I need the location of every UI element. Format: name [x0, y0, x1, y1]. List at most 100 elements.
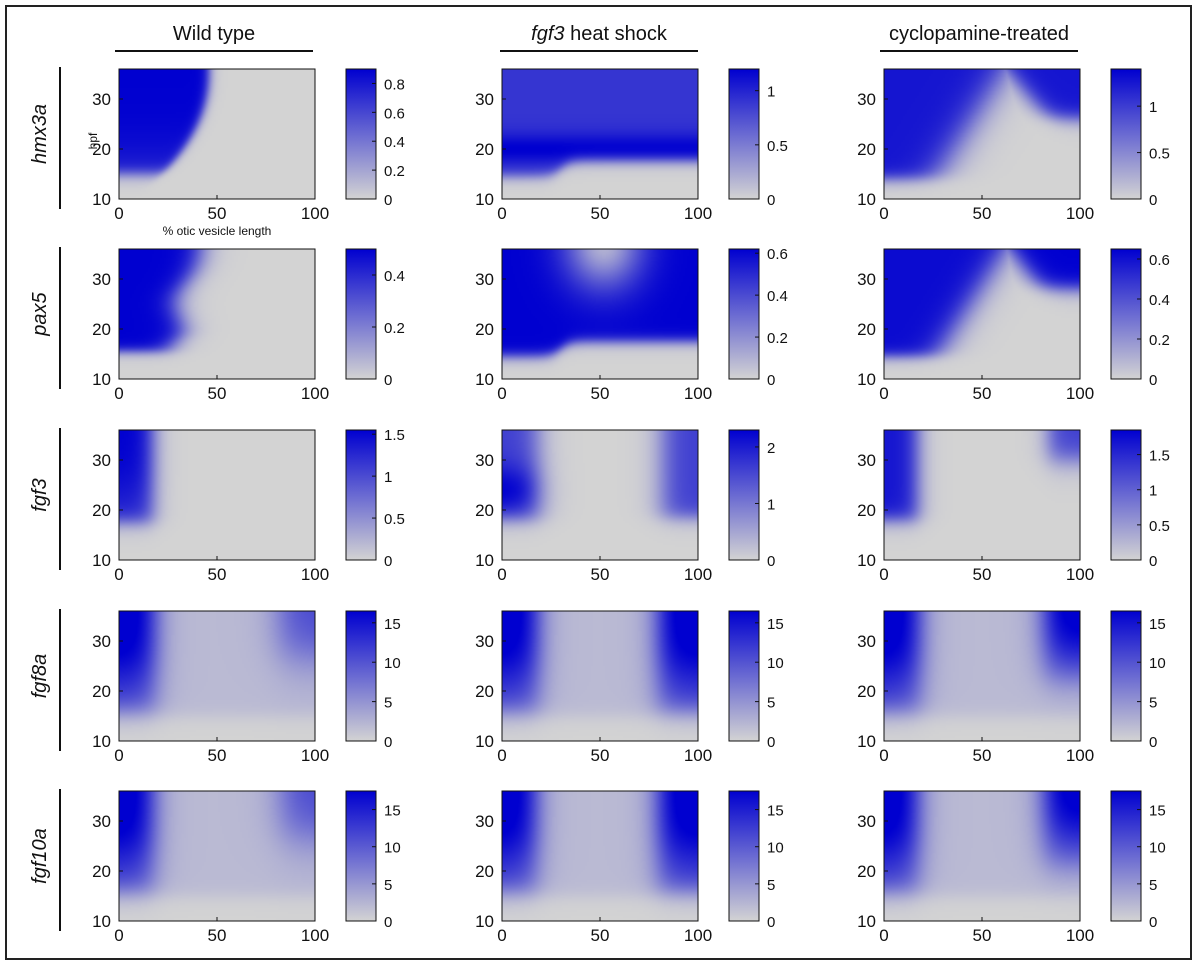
heatmap-image	[502, 69, 698, 199]
colorbar-tick-label: 0.6	[1149, 252, 1170, 269]
x-tick-label: 100	[1066, 384, 1094, 403]
x-tick-label: 100	[684, 384, 712, 403]
colorbar-tick-label: 2	[767, 440, 775, 457]
y-tick-label: 10	[857, 732, 876, 751]
x-tick-label: 50	[208, 565, 227, 584]
colorbar-tick-label: 0.8	[384, 76, 405, 93]
colorbar-tick-label: 0	[1149, 914, 1157, 931]
colorbar: 0 0.5 1 1.5	[345, 427, 405, 570]
colorbar-gradient	[1110, 68, 1142, 200]
y-tick-label: 20	[857, 140, 876, 159]
colorbar-tick-label: 1	[384, 469, 392, 486]
panel-pax5-1: 0 50 100 10 20 30 0 0.2 0.4 0.6	[475, 246, 788, 403]
x-tick-label: 100	[684, 746, 712, 765]
colorbar-tick-label: 5	[384, 695, 392, 712]
x-tick-label: 50	[208, 384, 227, 403]
colorbar-tick-label: 0.2	[1149, 332, 1170, 349]
panel-hmx3a-0: 0 50 100 10 20 30 % otic vesicle length hpf 0 0.2…	[86, 68, 405, 238]
row-header-1: pax5	[29, 247, 61, 389]
colorbar-tick-label: 5	[384, 877, 392, 894]
y-tick-label: 30	[857, 451, 876, 470]
x-tick-label: 0	[497, 746, 506, 765]
x-axis-label: % otic vesicle length	[163, 224, 272, 238]
x-tick-label: 50	[973, 204, 992, 223]
y-tick-label: 10	[92, 190, 111, 209]
colorbar: 0 0.2 0.4 0.6	[1110, 248, 1170, 389]
colorbar: 0 5 10 15	[728, 610, 784, 751]
heatmap-image	[502, 791, 698, 921]
colorbar-tick-label: 0	[384, 734, 392, 751]
y-tick-label: 20	[475, 140, 494, 159]
colorbar-tick-label: 1	[1149, 483, 1157, 500]
y-axis-label: hpf	[86, 132, 100, 149]
row-label: hmx3a	[29, 104, 51, 164]
colorbar-gradient	[345, 68, 377, 200]
colorbar-tick-label: 0	[767, 192, 775, 209]
x-tick-label: 0	[114, 204, 123, 223]
x-tick-label: 100	[301, 384, 329, 403]
x-tick-label: 100	[684, 926, 712, 945]
colorbar: 00.51	[728, 68, 788, 209]
y-tick-label: 10	[475, 190, 494, 209]
colorbar-tick-label: 15	[767, 803, 784, 820]
x-tick-label: 0	[497, 384, 506, 403]
x-tick-label: 0	[114, 926, 123, 945]
colorbar: 0 1 2	[728, 429, 775, 570]
heatmap-image	[884, 611, 1080, 741]
y-tick-label: 20	[857, 862, 876, 881]
colorbar-tick-label: 5	[767, 877, 775, 894]
row-label: pax5	[29, 291, 51, 336]
column-title: fgf3 heat shock	[531, 23, 668, 45]
colorbar-tick-label: 1	[767, 496, 775, 513]
y-tick-label: 30	[857, 632, 876, 651]
colorbar-tick-label: 10	[384, 655, 401, 672]
colorbar-gradient	[1110, 248, 1142, 380]
y-tick-label: 10	[475, 370, 494, 389]
x-tick-label: 100	[1066, 204, 1094, 223]
heatmap-image	[119, 611, 315, 741]
panel-fgf3-0: 0 50 100 10 20 30 0 0.5 1 1.5	[92, 427, 405, 584]
colorbar-tick-label: 0	[767, 372, 775, 389]
colorbar-tick-label: 5	[767, 695, 775, 712]
colorbar-tick-label: 0.6	[767, 246, 788, 263]
colorbar-tick-label: 10	[1149, 655, 1166, 672]
colorbar-tick-label: 0.5	[767, 138, 788, 155]
panel-pax5-2: 0 50 100 10 20 30 0 0.2 0.4 0.6	[857, 248, 1170, 403]
x-tick-label: 50	[208, 204, 227, 223]
colorbar-tick-label: 15	[767, 616, 784, 633]
panel-fgf8a-2: 0 50 100 10 20 30 0 5 10 15	[857, 610, 1166, 765]
y-tick-label: 20	[92, 501, 111, 520]
x-tick-label: 50	[208, 926, 227, 945]
colorbar-gradient	[728, 790, 760, 922]
colorbar: 0 5 10 15	[1110, 790, 1166, 931]
y-tick-label: 10	[475, 912, 494, 931]
y-tick-label: 20	[92, 862, 111, 881]
panel-fgf10a-2: 0 50 100 10 20 30 0 5 10 15	[857, 790, 1166, 945]
colorbar-gradient	[345, 790, 377, 922]
colorbar: 0 0.2 0.4 0.6	[728, 246, 788, 389]
x-tick-label: 0	[879, 384, 888, 403]
y-tick-label: 30	[857, 90, 876, 109]
colorbar-tick-label: 0.2	[384, 320, 405, 337]
colorbar-tick-label: 0	[767, 553, 775, 570]
x-tick-label: 100	[301, 926, 329, 945]
heatmap-image	[119, 791, 315, 921]
colorbar-tick-label: 0	[384, 914, 392, 931]
x-tick-label: 100	[1066, 926, 1094, 945]
heatmap-image	[884, 249, 1080, 379]
colorbar-tick-label: 0.5	[1149, 518, 1170, 535]
colorbar-tick-label: 5	[1149, 695, 1157, 712]
colorbar-tick-label: 5	[1149, 877, 1157, 894]
colorbar-tick-label: 0	[384, 192, 392, 209]
heatmap-image	[119, 249, 315, 379]
colorbar-gradient	[728, 610, 760, 742]
colorbar-tick-label: 15	[1149, 616, 1166, 633]
y-tick-label: 10	[92, 732, 111, 751]
colorbar-tick-label: 1	[767, 84, 775, 101]
colorbar-tick-label: 0	[1149, 372, 1157, 389]
column-header-2: cyclopamine-treated	[880, 23, 1078, 52]
y-tick-label: 30	[475, 632, 494, 651]
panel-fgf8a-1: 0 50 100 10 20 30 0 5 10 15	[475, 610, 784, 765]
